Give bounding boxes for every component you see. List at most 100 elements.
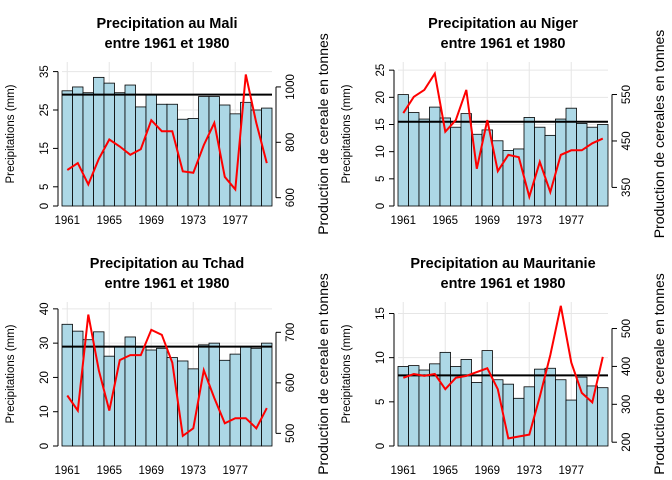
bar-1979 (586, 385, 598, 447)
production-line (66, 314, 268, 438)
bar-1974 (534, 126, 546, 207)
left-axis: 0 5 10 15 20 25 (375, 64, 395, 209)
chart-title: Precipitation au Niger (428, 16, 578, 32)
right-tick-label: 1000 (285, 74, 297, 100)
bar-1977 (565, 107, 577, 207)
right-axis: 600 800 1000 (275, 74, 297, 207)
left-axis-label: Precipitations (mm) (5, 84, 17, 183)
bars (61, 323, 273, 447)
bar-1980 (597, 387, 609, 447)
left-tick-label: 0 (39, 203, 51, 209)
bar-1972 (513, 397, 525, 447)
right-tick-label: 800 (285, 133, 297, 152)
x-tick-label: 1977 (558, 465, 584, 477)
x-tick-label: 1965 (432, 215, 458, 227)
left-tick-label: 15 (39, 142, 51, 155)
x-axis: 1961 1965 1969 1973 1977 (54, 465, 248, 477)
chart-title: entre 1961 et 1980 (441, 36, 566, 52)
left-axis-label: Precipitations (mm) (341, 324, 353, 423)
bar-1975 (544, 134, 556, 207)
chart-title: entre 1961 et 1980 (105, 36, 230, 52)
right-axis: 500 600 700 (275, 323, 297, 443)
bar-1964 (93, 76, 105, 207)
bar-1976 (219, 359, 231, 447)
left-tick-label: 0 (39, 443, 51, 449)
bar-1968 (135, 346, 147, 447)
bar-1967 (460, 359, 472, 447)
right-tick-label: 550 (621, 85, 633, 104)
x-tick-label: 1977 (222, 215, 248, 227)
left-tick-label: 5 (39, 184, 51, 190)
right-tick-label: 200 (621, 433, 633, 452)
x-tick-label: 1973 (516, 215, 542, 227)
bar-1972 (177, 118, 189, 207)
chart-title: entre 1961 et 1980 (105, 276, 230, 292)
bar-1969 (145, 94, 157, 207)
x-tick-label: 1973 (180, 215, 206, 227)
left-tick-label: 5 (375, 176, 387, 182)
right-tick-label: 450 (621, 131, 633, 150)
x-tick-label: 1961 (54, 215, 80, 227)
bar-1970 (156, 103, 168, 207)
bar-1963 (82, 92, 94, 207)
bar-1980 (261, 342, 273, 447)
right-axis-label: Production de cereale en tonnes (315, 273, 331, 475)
x-axis: 1961 1965 1969 1973 1977 (390, 465, 584, 477)
x-tick-label: 1965 (432, 465, 458, 477)
left-axis: 0 5 10 15 (375, 307, 395, 449)
bar-1971 (166, 103, 178, 207)
left-tick-label: 40 (39, 302, 51, 315)
x-tick-label: 1969 (138, 215, 164, 227)
right-axis: 350 450 550 (611, 85, 633, 197)
bar-1978 (576, 376, 588, 447)
bar-1977 (565, 399, 577, 447)
right-axis-label: Production de cereale en tonnes (315, 33, 331, 235)
bar-1970 (156, 347, 168, 447)
production-line (402, 305, 604, 440)
right-tick-label: 350 (621, 178, 633, 197)
bar-1961 (397, 94, 409, 207)
bar-1962 (72, 330, 84, 447)
left-tick-label: 25 (375, 64, 387, 77)
right-tick-label: 500 (285, 424, 297, 443)
bar-1979 (250, 347, 262, 447)
production-line (402, 70, 604, 201)
x-tick-label: 1977 (222, 465, 248, 477)
left-axis-label: Precipitations (mm) (5, 324, 17, 423)
left-tick-label: 25 (39, 104, 51, 117)
x-tick-label: 1969 (474, 465, 500, 477)
right-tick-label: 300 (621, 395, 633, 414)
x-tick-label: 1969 (474, 215, 500, 227)
x-tick-label: 1961 (390, 215, 416, 227)
bar-1961 (61, 323, 73, 447)
x-tick-label: 1973 (516, 465, 542, 477)
bar-1978 (240, 346, 252, 447)
left-axis-label: Precipitations (mm) (341, 84, 353, 183)
bar-1962 (408, 365, 420, 447)
bar-1961 (61, 90, 73, 207)
bar-1976 (555, 379, 567, 447)
left-tick-label: 20 (375, 91, 387, 104)
bar-1971 (166, 357, 178, 447)
chart-title: Precipitation au Mauritanie (410, 256, 595, 272)
x-tick-label: 1965 (96, 215, 122, 227)
bar-1969 (145, 349, 157, 447)
left-tick-label: 5 (375, 399, 387, 405)
bar-1965 (103, 355, 115, 447)
bar-1965 (439, 351, 451, 447)
chart-title: entre 1961 et 1980 (441, 276, 566, 292)
bar-1961 (397, 366, 409, 447)
right-tick-label: 700 (285, 323, 297, 342)
x-tick-label: 1973 (180, 465, 206, 477)
bar-1973 (523, 386, 535, 447)
bars (61, 76, 273, 207)
x-tick-label: 1961 (54, 465, 80, 477)
bar-1969 (481, 350, 493, 447)
x-tick-label: 1965 (96, 465, 122, 477)
bar-1976 (555, 118, 567, 207)
chart-panel-1: 0 5 15 25 35 Precipitations (mm) 600 800 1000 Pro… (5, 16, 331, 235)
bar-1968 (471, 381, 483, 447)
x-axis: 1961 1965 1969 1973 1977 (54, 215, 248, 227)
bar-1980 (261, 107, 273, 207)
